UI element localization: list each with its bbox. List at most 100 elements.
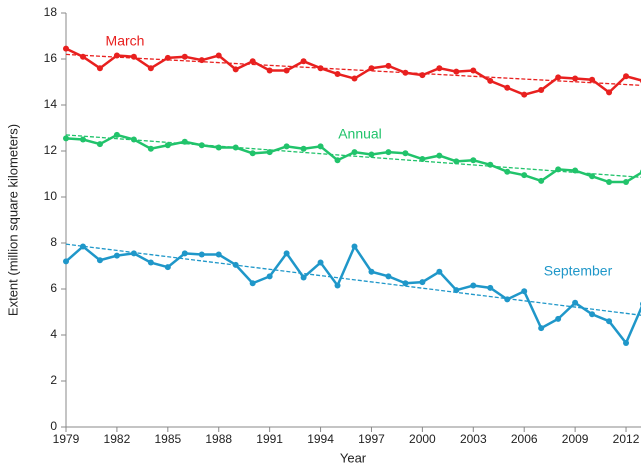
y-tick-label: 0 <box>50 419 57 433</box>
series-label: September <box>544 263 613 279</box>
point <box>96 141 103 148</box>
point <box>215 251 222 258</box>
point <box>164 142 171 149</box>
point <box>436 268 443 275</box>
point <box>317 259 324 266</box>
point <box>487 161 494 168</box>
point <box>232 144 239 151</box>
point <box>198 57 205 64</box>
point <box>130 136 137 143</box>
point <box>402 280 409 287</box>
point <box>334 157 341 164</box>
point <box>623 179 630 186</box>
point <box>521 91 528 98</box>
point <box>63 45 69 52</box>
point <box>113 131 120 138</box>
point <box>283 67 290 74</box>
x-tick-label: 1991 <box>256 432 283 446</box>
point <box>96 257 103 264</box>
y-tick-label: 12 <box>44 143 58 157</box>
point <box>504 84 511 91</box>
point <box>589 76 596 83</box>
point <box>623 73 630 80</box>
point <box>181 138 188 145</box>
x-tick-label: 1982 <box>104 432 131 446</box>
point <box>538 325 545 332</box>
point <box>572 75 579 82</box>
point <box>266 149 273 156</box>
point <box>79 53 86 60</box>
point <box>147 145 154 152</box>
x-tick-label: 1985 <box>154 432 181 446</box>
point <box>368 65 375 72</box>
point <box>147 65 154 72</box>
point <box>351 149 358 156</box>
y-tick-label: 8 <box>50 235 57 249</box>
point <box>266 67 273 74</box>
point <box>419 156 426 163</box>
point <box>487 284 494 291</box>
point <box>334 70 341 77</box>
x-tick-label: 2003 <box>460 432 487 446</box>
point <box>555 166 562 173</box>
point <box>555 74 562 81</box>
series-label: Annual <box>338 126 382 142</box>
x-tick-label: 2000 <box>409 432 436 446</box>
point <box>572 167 579 174</box>
trend-line <box>65 53 641 86</box>
point <box>368 268 375 275</box>
point <box>402 69 409 76</box>
point <box>453 68 460 75</box>
point <box>266 273 273 280</box>
point <box>63 258 69 265</box>
point <box>300 58 307 65</box>
point <box>317 143 324 150</box>
x-tick-label: 1994 <box>307 432 334 446</box>
point <box>351 243 358 250</box>
x-axis-title: Year <box>340 450 367 465</box>
series-line <box>65 47 641 96</box>
y-tick-label: 6 <box>50 281 57 295</box>
x-tick-label: 1988 <box>205 432 232 446</box>
x-tick-label: 2009 <box>562 432 589 446</box>
y-axis-title: Extent (million square kilometers) <box>5 124 20 316</box>
point <box>215 144 222 151</box>
point <box>385 273 392 280</box>
point <box>385 149 392 156</box>
point <box>317 65 324 72</box>
x-tick-label: 1997 <box>358 432 385 446</box>
point <box>470 282 477 289</box>
point <box>249 280 256 287</box>
point <box>181 53 188 60</box>
point <box>470 157 477 164</box>
point <box>198 251 205 258</box>
point <box>419 279 426 286</box>
point <box>589 173 596 180</box>
y-tick-label: 10 <box>44 189 58 203</box>
point <box>79 243 86 250</box>
point <box>419 72 426 79</box>
point <box>198 142 205 149</box>
series-label: March <box>106 33 145 49</box>
point <box>232 66 239 73</box>
y-tick-label: 16 <box>44 51 58 65</box>
point <box>572 299 579 306</box>
point <box>453 158 460 165</box>
point <box>453 287 460 294</box>
y-tick-label: 18 <box>44 5 58 19</box>
trend-line <box>65 243 641 316</box>
point <box>351 75 358 82</box>
x-tick-label: 1979 <box>53 432 80 446</box>
point <box>521 288 528 295</box>
point <box>385 62 392 69</box>
point <box>606 318 613 325</box>
point <box>147 259 154 266</box>
point <box>555 315 562 322</box>
point <box>538 177 545 184</box>
point <box>130 53 137 60</box>
point <box>470 67 477 74</box>
point <box>283 143 290 150</box>
point <box>181 250 188 257</box>
point <box>334 282 341 289</box>
